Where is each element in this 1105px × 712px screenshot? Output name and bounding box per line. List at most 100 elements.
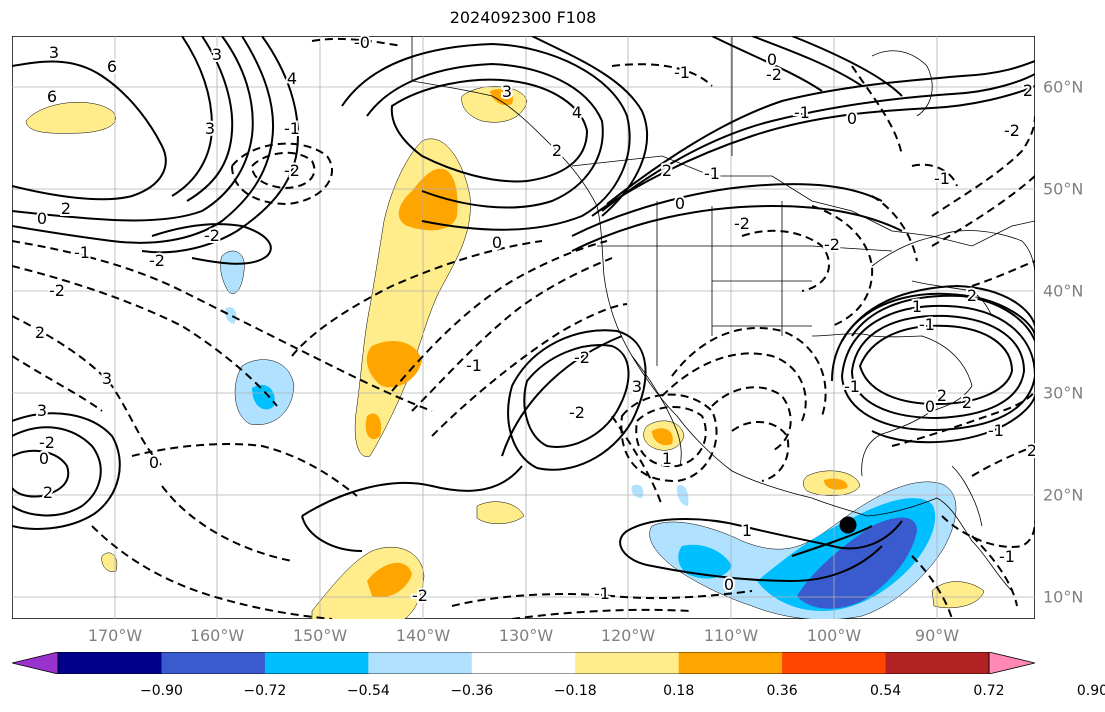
- contour-label: 2: [552, 141, 562, 160]
- colorbar-tick-label: 0.54: [869, 683, 902, 699]
- contour-label: 3: [49, 43, 59, 62]
- contour-label: 2: [937, 386, 947, 405]
- coastlines: [411, 36, 1035, 592]
- contour-label: 2: [1027, 441, 1035, 460]
- lon-tick-label: 120°W: [600, 626, 656, 645]
- lat-tick-label: 30°N: [1043, 383, 1084, 403]
- contour-label-halo: 2: [967, 286, 977, 305]
- contour-label-halo: -2: [149, 251, 165, 270]
- contour-label: 4: [287, 69, 297, 88]
- contour-label-halo: 0: [149, 453, 159, 472]
- contour-label-halo: 1: [742, 521, 752, 540]
- contour-label-halo: 0: [925, 397, 935, 416]
- colorbar-border: [57, 652, 990, 674]
- contour-label-halo: -1: [919, 315, 935, 334]
- contour-label: 2: [962, 393, 972, 412]
- contour-label-halo: 2: [937, 386, 947, 405]
- lon-tick-label: 170°W: [87, 626, 143, 645]
- contour-label: 0: [724, 575, 734, 594]
- contour-label: -2: [39, 433, 55, 452]
- contour-label-halo: 2: [61, 199, 71, 218]
- positive-anomaly-region: [101, 552, 118, 572]
- contour-label: -1: [284, 119, 300, 138]
- contour-label-halo: -2: [412, 586, 428, 605]
- contour-label: 3: [205, 119, 215, 138]
- colorbar-tick-label: −0.90: [139, 683, 183, 699]
- contour-label-halo: -1: [674, 63, 690, 82]
- contour-label-halo: 2: [662, 161, 672, 180]
- contour-label: -1: [704, 164, 720, 183]
- contour-label: 3: [37, 401, 47, 420]
- colorbar-tick-label: 0.90: [1076, 683, 1105, 699]
- lat-tick-label: 40°N: [1043, 281, 1084, 301]
- contour-label-halo: -1: [999, 547, 1015, 566]
- colorbar-segment: [471, 652, 576, 674]
- contour-label-halo: 4: [572, 103, 582, 122]
- contour-label: 2: [61, 199, 71, 218]
- contour-layer-dashed: [12, 37, 1035, 619]
- contour-label: 6: [47, 87, 57, 106]
- colorbar-segment: [782, 652, 887, 674]
- lon-tick-label: 110°W: [703, 626, 759, 645]
- contour-label: 6: [107, 57, 117, 76]
- contour-label: -2: [766, 65, 782, 84]
- contour-label: -2: [569, 403, 585, 422]
- negative-anomaly-region: [225, 307, 237, 324]
- contour-label-halo: -1: [284, 119, 300, 138]
- contour-label-halo: -2: [766, 65, 782, 84]
- contour-label: 0: [925, 397, 935, 416]
- contour-label-halo: -0: [354, 36, 370, 52]
- contour-label-halo: 0: [492, 233, 502, 252]
- contour-label: -2: [284, 161, 300, 180]
- contour-label: -1: [794, 103, 810, 122]
- contour-label: 1: [742, 521, 752, 540]
- positive-anomaly-region: [490, 89, 513, 106]
- contour-label-halo: -1: [466, 356, 482, 375]
- colorbar: [12, 652, 1035, 674]
- contour-label-halo: -2: [824, 235, 840, 254]
- contour-label: -2: [1004, 121, 1020, 140]
- contour-label-halo: -2: [39, 433, 55, 452]
- positive-anomaly-region: [366, 341, 422, 388]
- negative-anomaly-region: [797, 517, 917, 609]
- negative-anomaly-region: [252, 384, 275, 410]
- contour-label: 2: [35, 323, 45, 342]
- positive-anomaly-region: [476, 501, 525, 524]
- contour-label-halo: 3: [502, 82, 512, 101]
- contour-label: 1: [912, 297, 922, 316]
- contour-label: 4: [572, 103, 582, 122]
- contour-label: -1: [934, 169, 950, 188]
- contour-label-halo: 0: [37, 209, 47, 228]
- contour-label: 0: [39, 449, 49, 468]
- colorbar-tick-label: −0.72: [243, 683, 287, 699]
- contour-label-halo: -2: [204, 226, 220, 245]
- contour-label-halo: 3: [205, 119, 215, 138]
- negative-anomaly-region: [678, 544, 732, 579]
- contour-label-halo: 0: [767, 50, 777, 69]
- contour-label: 2: [967, 286, 977, 305]
- contour-label-halo: -2: [574, 348, 590, 367]
- contour-label-halo: -1: [794, 103, 810, 122]
- contour-label: -2: [149, 251, 165, 270]
- contour-label: -1: [74, 243, 90, 262]
- contour-label: 1: [662, 449, 672, 468]
- figure-title: 2024092300 F108: [449, 8, 597, 27]
- positive-anomaly-region: [652, 428, 673, 446]
- contour-label: 0: [675, 194, 685, 213]
- contour-label-halo: -2: [49, 281, 65, 300]
- contour-label: 0: [37, 209, 47, 228]
- contour-label: 0: [847, 109, 857, 128]
- contour-label-halo: 0: [847, 109, 857, 128]
- contour-label: 2: [1023, 81, 1033, 100]
- contour-label: 0: [149, 453, 159, 472]
- lon-tick-label: 140°W: [395, 626, 451, 645]
- contour-layer: [12, 36, 1035, 583]
- contour-label: -0: [354, 36, 370, 52]
- positive-anomaly-region: [365, 413, 382, 440]
- contour-label: -1: [594, 584, 610, 603]
- contour-label: 0: [492, 233, 502, 252]
- colorbar-segment: [575, 652, 680, 674]
- contour-label-halo: 3: [49, 43, 59, 62]
- contour-label-halo: 2: [962, 393, 972, 412]
